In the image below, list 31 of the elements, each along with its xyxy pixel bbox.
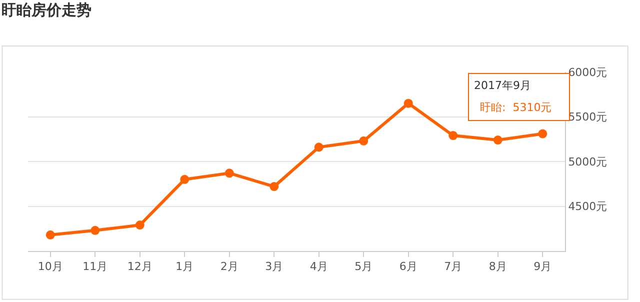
x-tick-label: 12月 (127, 260, 152, 274)
point (46, 230, 55, 240)
point (359, 136, 368, 146)
x-tick-label: 3月 (265, 260, 284, 274)
y-tick-label: 5500元 (568, 110, 608, 124)
chart-title: 盱眙房价走势 (1, 1, 92, 20)
y-tick-label: 5000元 (568, 155, 608, 168)
x-tick-label: 6月 (399, 260, 418, 274)
x-tick-label: 11月 (82, 260, 108, 274)
annotation: 盱眙: 5310元 (480, 101, 552, 114)
x-tick-label: 10月 (38, 260, 63, 274)
point (180, 174, 190, 184)
point (404, 98, 413, 108)
point (314, 142, 324, 152)
point (90, 226, 100, 235)
x-tick-label: 7月 (444, 260, 462, 274)
x-tick-label: 2月 (220, 260, 238, 274)
point (493, 136, 502, 145)
annotation: 2017年9月 (474, 79, 531, 92)
point (135, 220, 144, 230)
x-tick-label: 5月 (354, 260, 373, 274)
point (448, 131, 458, 140)
x-tick-label: 1月 (176, 260, 194, 274)
y-tick-label: 6000元 (568, 66, 608, 79)
x-tick-label: 4月 (310, 260, 328, 274)
y-tick-label: 4500元 (568, 200, 608, 214)
point (538, 129, 548, 138)
x-tick-label: 8月 (488, 260, 507, 274)
x-tick-label: 9月 (534, 260, 552, 274)
point (270, 182, 279, 192)
point (224, 168, 234, 178)
